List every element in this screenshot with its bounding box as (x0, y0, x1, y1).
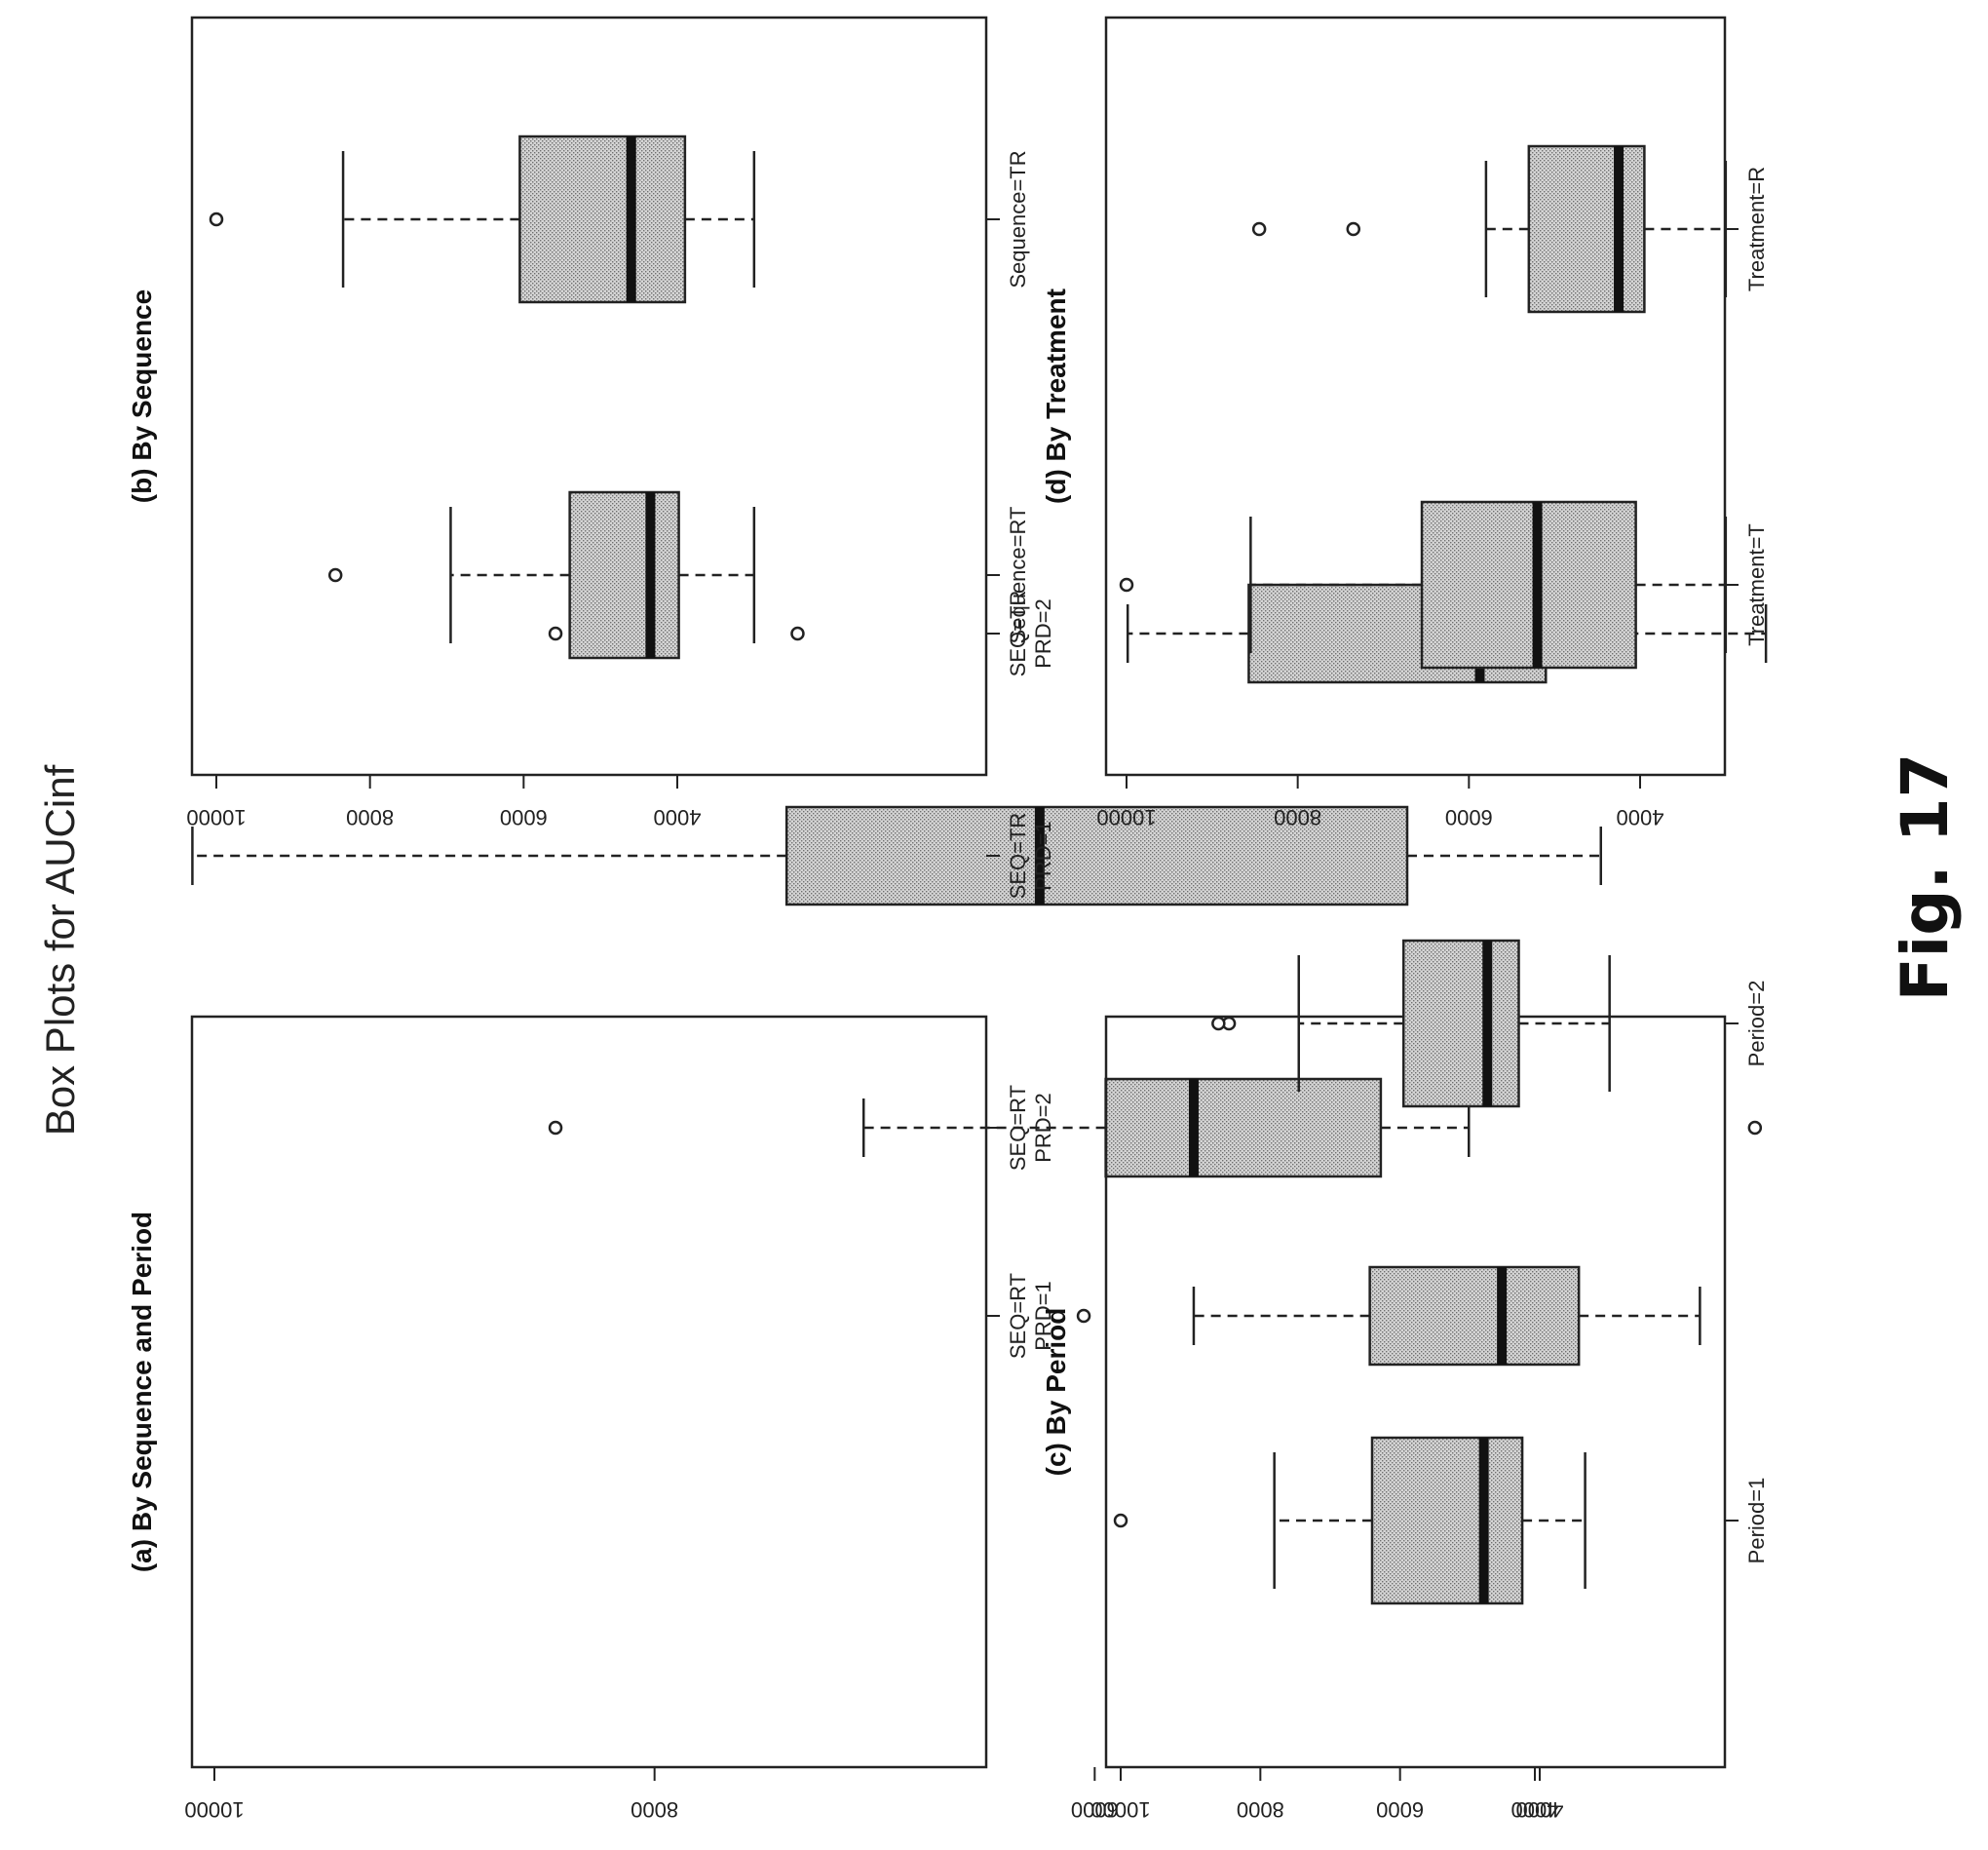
box-1 (1076, 1265, 1701, 1367)
box-rect (568, 490, 680, 660)
x-tick-label: Period=1 (1744, 1478, 1769, 1564)
x-tick-label: SEQ=RT (1006, 1085, 1030, 1171)
panel-title: (b) By Sequence (127, 289, 157, 503)
box-1 (1113, 1436, 1587, 1605)
y-tick-label: 6000 (1376, 1797, 1424, 1822)
panel-d: (d) By Treatment 4000 6000 8000 10000 Treatme… (1041, 16, 1769, 829)
x-tick-label: Treatment=T (1744, 523, 1769, 646)
outlier-point (548, 626, 563, 641)
outlier-point (790, 626, 805, 641)
panel-c: (c) By Period 4000 6000 8000 10000 Period=1 Pe… (1041, 939, 1769, 1822)
x-tick-label: SEQ=TR (1006, 591, 1030, 677)
panel-a: (a) By Sequence and Period 4000 6000 8000 10… (127, 583, 1768, 1822)
x-tick-label: SEQ=RT (1006, 1273, 1030, 1359)
y-tick-label: 4000 (1516, 1797, 1564, 1822)
panel-title: (c) By Period (1041, 1308, 1071, 1477)
figure-title: Box Plots for AUCinf (37, 764, 83, 1136)
outlier-point (209, 212, 224, 227)
outlier-point (1747, 1120, 1763, 1136)
panel-title: (a) By Sequence and Period (127, 1212, 157, 1572)
y-tick-label: 8000 (631, 1797, 678, 1822)
x-tick-label: PRD=1 (1031, 1281, 1055, 1351)
outlier-point (1119, 577, 1134, 593)
box-2 (548, 1077, 1763, 1178)
plot-frame (190, 16, 988, 777)
box-2 (1251, 144, 1728, 314)
outlier-point (1113, 1513, 1128, 1528)
x-tick-label: Treatment=R (1744, 167, 1769, 291)
box-rect (784, 805, 1409, 906)
box-rect (1370, 1436, 1524, 1605)
panel-title: (d) By Treatment (1041, 289, 1071, 504)
outlier-point (548, 1120, 563, 1136)
x-tick-label: PRD=2 (1031, 598, 1055, 669)
y-tick-label: 10000 (184, 1797, 244, 1822)
panels-group: (a) By Sequence and Period 4000 6000 8000 10… (127, 16, 1769, 1822)
outlier-point (1346, 221, 1361, 237)
outlier-point (1251, 221, 1267, 237)
x-tick-label: PRD=1 (1031, 821, 1055, 891)
x-tick-label: Sequence=RT (1006, 507, 1030, 644)
plot-frame (190, 1015, 988, 1769)
outlier-point (1076, 1308, 1091, 1324)
y-tick-label: 10000 (1096, 805, 1156, 829)
box-1 (327, 490, 756, 660)
y-tick-label: 6000 (1445, 805, 1493, 829)
x-tick-label: PRD=2 (1031, 1093, 1055, 1163)
panel-b: (b) By Sequence 4000 6000 8000 10000 Sequence… (127, 16, 1030, 829)
y-tick-label: 8000 (346, 805, 394, 829)
box-1 (1119, 500, 1728, 670)
plot-frame (1104, 16, 1727, 777)
box-rect (518, 135, 687, 304)
box-rect (1402, 939, 1520, 1108)
outlier-point (327, 567, 343, 583)
outlier-point (1211, 1016, 1226, 1031)
box-2 (209, 135, 756, 304)
y-tick-label: 4000 (654, 805, 702, 829)
x-tick-label: SEQ=TR (1006, 813, 1030, 900)
y-tick-label: 6000 (500, 805, 548, 829)
y-tick-label: 6000 (1071, 1797, 1119, 1822)
y-tick-label: 8000 (1237, 1797, 1284, 1822)
figure-label: Fig. 17 (1888, 753, 1963, 1002)
box-rect (1368, 1265, 1581, 1367)
x-tick-label: Sequence=TR (1006, 150, 1030, 288)
box-rect (1527, 144, 1646, 314)
y-tick-label: 4000 (1617, 805, 1664, 829)
y-tick-label: 10000 (186, 805, 246, 829)
y-tick-label: 4000 (1511, 1797, 1559, 1822)
box-3 (191, 805, 1602, 906)
box-2 (1211, 939, 1611, 1108)
x-tick-label: Period=2 (1744, 981, 1769, 1067)
y-tick-label: 8000 (1274, 805, 1321, 829)
box-rect (1104, 1077, 1383, 1178)
y-tick-label: 10000 (1090, 1797, 1150, 1822)
box-rect (1420, 500, 1637, 670)
